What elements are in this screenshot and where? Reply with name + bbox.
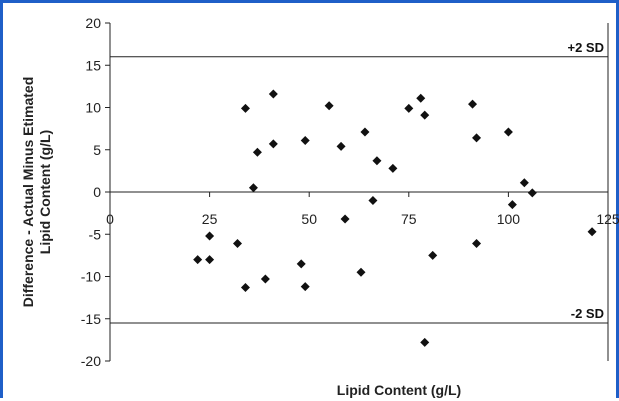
y-axis-title-line-2: Lipid Content (g/L) xyxy=(37,130,53,254)
data-point xyxy=(205,231,215,241)
data-point xyxy=(404,103,414,113)
y-axis-title-line-1: Difference - Actual Minus Etimated xyxy=(20,77,36,308)
y-tick-label: 20 xyxy=(85,15,101,31)
data-point xyxy=(503,127,513,137)
data-point xyxy=(356,267,366,277)
data-point xyxy=(300,135,310,145)
y-tick-label: -10 xyxy=(81,269,101,285)
data-point xyxy=(340,214,350,224)
data-point xyxy=(372,156,382,166)
data-point xyxy=(240,103,250,113)
data-point xyxy=(428,250,438,260)
x-tick-label: 100 xyxy=(497,211,521,227)
data-point xyxy=(527,188,537,198)
data-point xyxy=(519,178,529,188)
data-point xyxy=(252,147,262,157)
data-point xyxy=(193,255,203,265)
y-axis-title: Difference - Actual Minus Etimated Lipid… xyxy=(20,77,53,308)
data-point xyxy=(260,274,270,284)
y-tick-label: 10 xyxy=(85,100,101,116)
data-point xyxy=(507,200,517,210)
lower-sd-label: -2 SD xyxy=(571,306,604,321)
y-tick-label: -20 xyxy=(81,353,101,369)
data-point xyxy=(468,99,478,109)
data-point xyxy=(420,337,430,347)
data-point xyxy=(420,110,430,120)
data-point xyxy=(268,139,278,149)
y-tick-label: -15 xyxy=(81,311,101,327)
upper-sd-label: +2 SD xyxy=(568,40,605,55)
data-point xyxy=(336,141,346,151)
x-tick-label: 25 xyxy=(202,211,218,227)
data-point xyxy=(248,183,258,193)
data-point xyxy=(205,255,215,265)
y-tick-label: 15 xyxy=(85,57,101,73)
data-point xyxy=(388,163,398,173)
data-point xyxy=(240,282,250,292)
x-axis-title: Lipid Content (g/L) xyxy=(337,382,461,398)
data-point xyxy=(368,195,378,205)
data-point xyxy=(232,239,242,249)
data-point xyxy=(587,227,597,237)
y-tick-label: 5 xyxy=(93,142,101,158)
data-point xyxy=(268,89,278,99)
data-point xyxy=(300,282,310,292)
x-tick-label: 75 xyxy=(401,211,417,227)
data-point xyxy=(472,133,482,143)
y-tick-label: -5 xyxy=(89,226,102,242)
y-tick-label: 0 xyxy=(93,184,101,200)
x-tick-label: 0 xyxy=(106,211,114,227)
x-tick-label: 50 xyxy=(301,211,317,227)
data-point xyxy=(416,93,426,103)
x-tick-label: 125 xyxy=(596,211,619,227)
data-point xyxy=(296,259,306,269)
data-point xyxy=(324,101,334,111)
data-point xyxy=(360,127,370,137)
data-point xyxy=(472,239,482,249)
